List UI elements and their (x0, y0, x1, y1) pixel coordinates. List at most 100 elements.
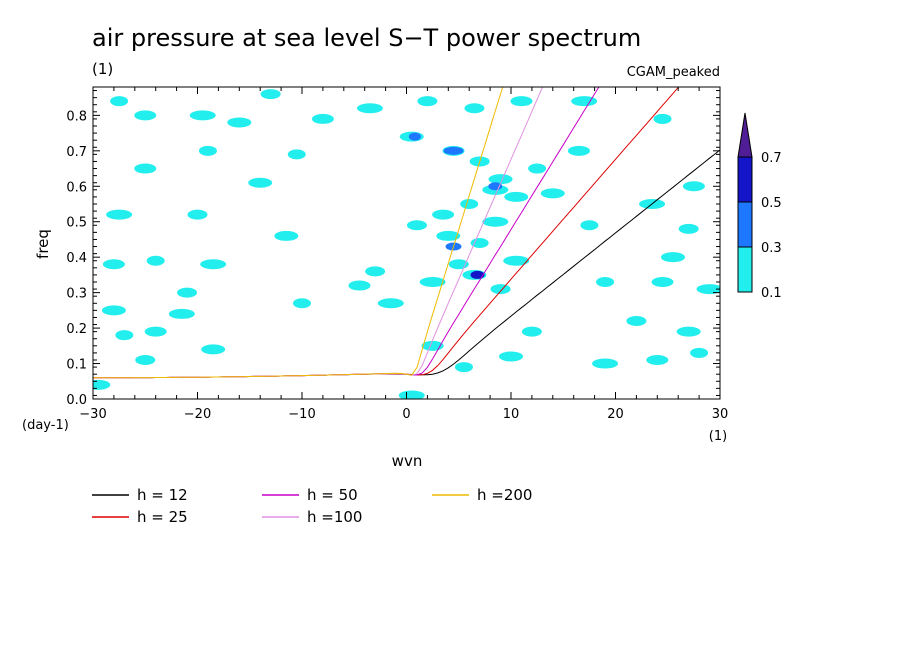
contour-patch (651, 277, 674, 287)
contour-patch (348, 280, 371, 291)
contour-patch (417, 96, 438, 107)
contour-patch (106, 209, 133, 220)
dispersion-curves (93, 87, 720, 379)
contour-patch (311, 113, 334, 124)
y-tick-label: 0.1 (66, 358, 87, 373)
x-tick-label: −30 (79, 407, 106, 422)
contour-patch (454, 362, 473, 373)
colorbar-label: 0.7 (761, 151, 782, 166)
series-line (93, 149, 720, 379)
contour-patch (201, 344, 226, 355)
title-unit: (1) (92, 60, 113, 78)
contour-patch (682, 181, 705, 192)
contour-patch (187, 209, 208, 220)
contour-patch (528, 163, 547, 174)
y-axis-unit: (day-1) (22, 418, 69, 433)
contour-patch (110, 96, 129, 107)
contour-patch (482, 216, 509, 227)
y-tick-label: 0.8 (66, 109, 87, 124)
contour-patch (571, 96, 598, 107)
colorbar-segment (737, 201, 753, 248)
y-tick-label: 0.2 (66, 322, 87, 337)
contour-patch (168, 308, 195, 319)
legend-label: h = 12 (137, 486, 188, 504)
contour-patch (596, 277, 615, 287)
colorbar: 0.1 0.3 0.5 0.7 (737, 112, 782, 301)
contour-patch (464, 103, 485, 114)
x-axis: −30 −20 −10 0 10 20 30 (79, 87, 728, 422)
contour-patch (146, 255, 165, 266)
y-tick-label: 0.0 (66, 393, 87, 408)
contour-patch (356, 103, 383, 114)
series-line (93, 87, 504, 379)
contour-patch (488, 174, 513, 185)
contour-patch (678, 223, 699, 234)
colorbar-segment (737, 246, 753, 293)
contour-patch (135, 355, 156, 365)
x-tick-label: −20 (184, 407, 211, 422)
legend: h = 12 h = 25 h = 50 h =100 h =200 (92, 486, 532, 526)
contour-patch (499, 351, 523, 362)
contour-patch (592, 358, 619, 369)
colorbar-segment (737, 156, 753, 203)
x-tick-label: 0 (402, 407, 410, 422)
contour-patch (287, 149, 306, 160)
contour-patch (377, 298, 404, 309)
contour-patch (696, 284, 720, 295)
contour-patch (177, 287, 198, 298)
contour-patch (503, 255, 530, 266)
contour-patch (274, 230, 299, 241)
contour-patch (676, 326, 701, 337)
contour-patch (260, 89, 281, 100)
colorbar-arrow (737, 112, 753, 158)
contour-patch (460, 199, 479, 209)
colorbar-label: 0.5 (761, 196, 782, 211)
contour-patch (365, 266, 386, 277)
contour-patch (227, 117, 252, 128)
contour-patch (567, 145, 590, 156)
contour-patch (521, 326, 542, 337)
contour-patch (580, 220, 599, 231)
y-axis-label: freq (34, 229, 52, 259)
x-tick-label: 10 (503, 407, 520, 422)
colorbar-label: 0.1 (761, 286, 782, 301)
contour-patch (419, 277, 446, 287)
contour-patch (101, 305, 126, 316)
legend-label: h =100 (307, 508, 362, 526)
colorbar-label: 0.3 (761, 241, 782, 256)
y-tick-label: 0.6 (66, 180, 87, 195)
contour-patch (510, 96, 533, 107)
contour-patch (115, 330, 134, 341)
contour-patch (248, 177, 273, 188)
series-line (93, 87, 544, 379)
y-tick-label: 0.4 (66, 251, 87, 266)
contour-patch (189, 110, 216, 121)
x-axis-label: wvn (392, 452, 423, 470)
contour-patch (646, 355, 669, 365)
plot-area: −30 −20 −10 0 10 20 30 0.00.10.20.30.40.50.60.… (66, 86, 728, 422)
contour-patch (443, 146, 464, 155)
contour-patch (102, 259, 125, 270)
contour-patch (406, 220, 427, 231)
contour-patch (144, 326, 167, 337)
y-tick-label: 0.3 (66, 287, 87, 302)
contour-patch (490, 284, 511, 295)
contour-patch (398, 390, 425, 399)
contour-patch (293, 298, 311, 309)
contour-patch (690, 347, 709, 358)
legend-label: h =200 (477, 486, 532, 504)
x-tick-label: 20 (607, 407, 624, 422)
contour-patch (198, 145, 217, 156)
contour-patch (436, 230, 461, 241)
contour-patches (93, 89, 720, 399)
legend-label: h = 50 (307, 486, 358, 504)
x-axis-unit: (1) (709, 429, 727, 444)
contour-patch (660, 252, 685, 263)
y-axis: 0.0 0.1 0.2 0.3 0.4 0.5 0.6 0.7 0.8 (66, 90, 720, 408)
contour-patch (134, 163, 157, 174)
contour-patch (504, 191, 529, 202)
contour-patch (432, 209, 455, 220)
y-tick-label: 0.7 (66, 145, 87, 160)
chart-title: air pressure at sea level S−T power spec… (92, 24, 641, 52)
chart-subtitle: CGAM_peaked (627, 65, 720, 80)
